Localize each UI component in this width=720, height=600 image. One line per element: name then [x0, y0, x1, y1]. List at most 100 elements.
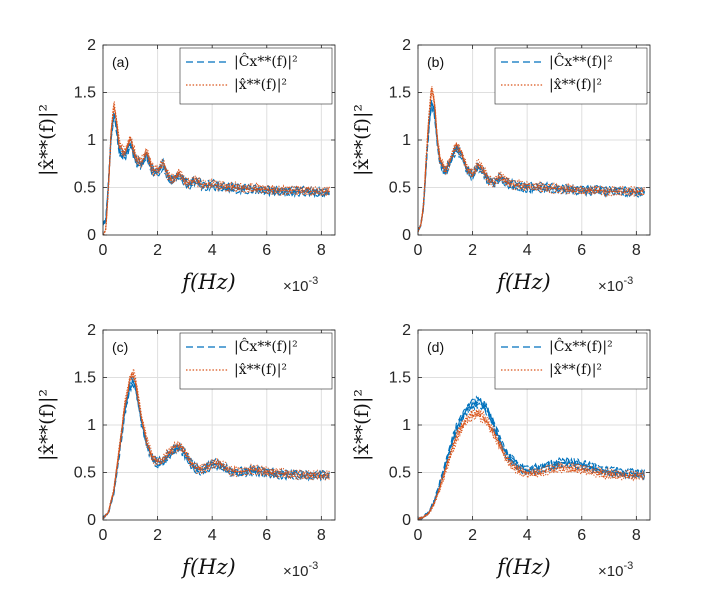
x-exponent-power: -3	[623, 275, 633, 287]
y-tick-label: 2	[87, 322, 96, 339]
y-tick-label: 0.5	[74, 465, 96, 482]
x-tick-label: 8	[632, 242, 641, 259]
legend-entry: |Ĉx**(f)|²	[549, 52, 613, 70]
x-axis-label: f(Hz)	[495, 270, 551, 294]
series-line	[418, 413, 645, 520]
series-true	[418, 86, 645, 233]
x-tick-label: 0	[99, 242, 108, 259]
x-tick-label: 4	[523, 242, 532, 259]
y-tick-label: 1.5	[74, 85, 96, 102]
panel-b: 0 2 4 6 8 0 0.5 1 1.5 2 ×10-3 f(Hz) |x̂**(f)|² (b) |Ĉx…	[351, 37, 651, 295]
x-exponent-power: -3	[623, 560, 633, 572]
x-tick-label: 2	[153, 527, 162, 544]
y-axis-label: |x̂**(f)|²	[351, 389, 373, 461]
x-tick-label: 8	[317, 527, 326, 544]
panel-label: (a)	[112, 54, 129, 70]
x-tick-label: 0	[99, 527, 108, 544]
panel-c: 0 2 4 6 8 0 0.5 1 1.5 2 ×10-3 f(Hz) |x̂**(f)|² (c) |Ĉx…	[36, 322, 336, 580]
panel-label: (b)	[427, 54, 444, 70]
legend-box	[179, 47, 333, 105]
y-tick-label: 1	[87, 132, 96, 149]
y-tick-label: 0.5	[389, 465, 411, 482]
legend-box	[179, 332, 333, 390]
y-tick-label: 0.5	[74, 180, 96, 197]
x-tick-label: 0	[414, 242, 423, 259]
series-line	[103, 105, 330, 235]
legend-entry: |x̂**(f)|²	[549, 362, 602, 378]
x-exponent-power: -3	[308, 560, 318, 572]
series-mean-line	[103, 371, 330, 519]
series-line	[418, 91, 645, 232]
y-tick-label: 2	[402, 37, 411, 54]
y-tick-label: 1	[402, 132, 411, 149]
y-tick-label: 1.5	[389, 85, 411, 102]
legend-box	[494, 47, 648, 105]
x-exponent-label: ×10-3	[283, 560, 318, 580]
legend: |Ĉx**(f)|² |x̂**(f)|²	[179, 332, 333, 390]
legend-entry: |x̂**(f)|²	[234, 362, 287, 378]
x-tick-label: 4	[523, 527, 532, 544]
x-exponent-label: ×10-3	[283, 275, 318, 295]
legend-entry: |x̂**(f)|²	[234, 77, 287, 93]
legend-box	[494, 332, 648, 390]
series-line	[103, 381, 330, 520]
y-tick-label: 0	[402, 227, 411, 244]
x-tick-label: 8	[632, 527, 641, 544]
series-line	[103, 375, 330, 519]
y-tick-label: 1.5	[74, 370, 96, 387]
x-tick-label: 0	[414, 527, 423, 544]
series-line	[418, 86, 645, 232]
legend-entry: |Ĉx**(f)|²	[234, 52, 298, 70]
x-tick-label: 6	[262, 527, 271, 544]
x-tick-label: 4	[208, 242, 217, 259]
x-axis-label: f(Hz)	[495, 555, 551, 579]
series-mean-line	[418, 412, 645, 520]
panel-a: 0 2 4 6 8 0 0.5 1 1.5 2 ×10-3 f(Hz) |x̂**(f)|² (a) |Ĉx…	[36, 37, 336, 295]
y-tick-label: 0	[87, 227, 96, 244]
x-tick-label: 8	[317, 242, 326, 259]
series-line	[418, 408, 645, 520]
x-tick-label: 2	[153, 242, 162, 259]
x-tick-label: 6	[262, 242, 271, 259]
y-tick-label: 1	[87, 417, 96, 434]
legend-entry: |Ĉx**(f)|²	[234, 337, 298, 355]
series-mean-line	[103, 103, 330, 235]
y-tick-label: 1.5	[389, 370, 411, 387]
y-axis-label: |x̂**(f)|²	[36, 389, 58, 461]
series-true	[418, 408, 645, 520]
x-axis-label: f(Hz)	[180, 555, 236, 579]
panel-d: 0 2 4 6 8 0 0.5 1 1.5 2 ×10-3 f(Hz) |x̂**(f)|² (d) |Ĉx…	[351, 322, 651, 580]
y-tick-label: 2	[87, 37, 96, 54]
series-mean-line	[418, 87, 645, 232]
y-tick-label: 0.5	[389, 180, 411, 197]
x-tick-label: 2	[468, 527, 477, 544]
series-mean-line	[418, 401, 645, 520]
x-exponent-power: -3	[308, 275, 318, 287]
series-line	[418, 395, 646, 520]
legend-entry: |x̂**(f)|²	[549, 77, 602, 93]
series-line	[103, 108, 330, 235]
y-axis-label: |x̂**(f)|²	[36, 104, 58, 176]
x-exponent-label: ×10-3	[598, 560, 633, 580]
panel-label: (c)	[112, 339, 128, 355]
legend: |Ĉx**(f)|² |x̂**(f)|²	[179, 47, 333, 105]
y-tick-label: 0	[87, 512, 96, 529]
series-line	[103, 101, 330, 235]
x-exponent-label: ×10-3	[598, 275, 633, 295]
series-line	[418, 88, 645, 232]
y-tick-label: 2	[402, 322, 411, 339]
series-line	[103, 374, 330, 519]
x-tick-label: 6	[577, 527, 586, 544]
x-tick-label: 2	[468, 242, 477, 259]
series-true	[103, 101, 330, 235]
series-true	[103, 368, 330, 519]
x-tick-label: 4	[208, 527, 217, 544]
legend: |Ĉx**(f)|² |x̂**(f)|²	[494, 332, 648, 390]
legend: |Ĉx**(f)|² |x̂**(f)|²	[494, 47, 648, 105]
y-tick-label: 1	[402, 417, 411, 434]
series-line	[103, 107, 330, 235]
legend-entry: |Ĉx**(f)|²	[549, 337, 613, 355]
y-axis-label: |x̂**(f)|²	[351, 104, 373, 176]
y-tick-label: 0	[402, 512, 411, 529]
